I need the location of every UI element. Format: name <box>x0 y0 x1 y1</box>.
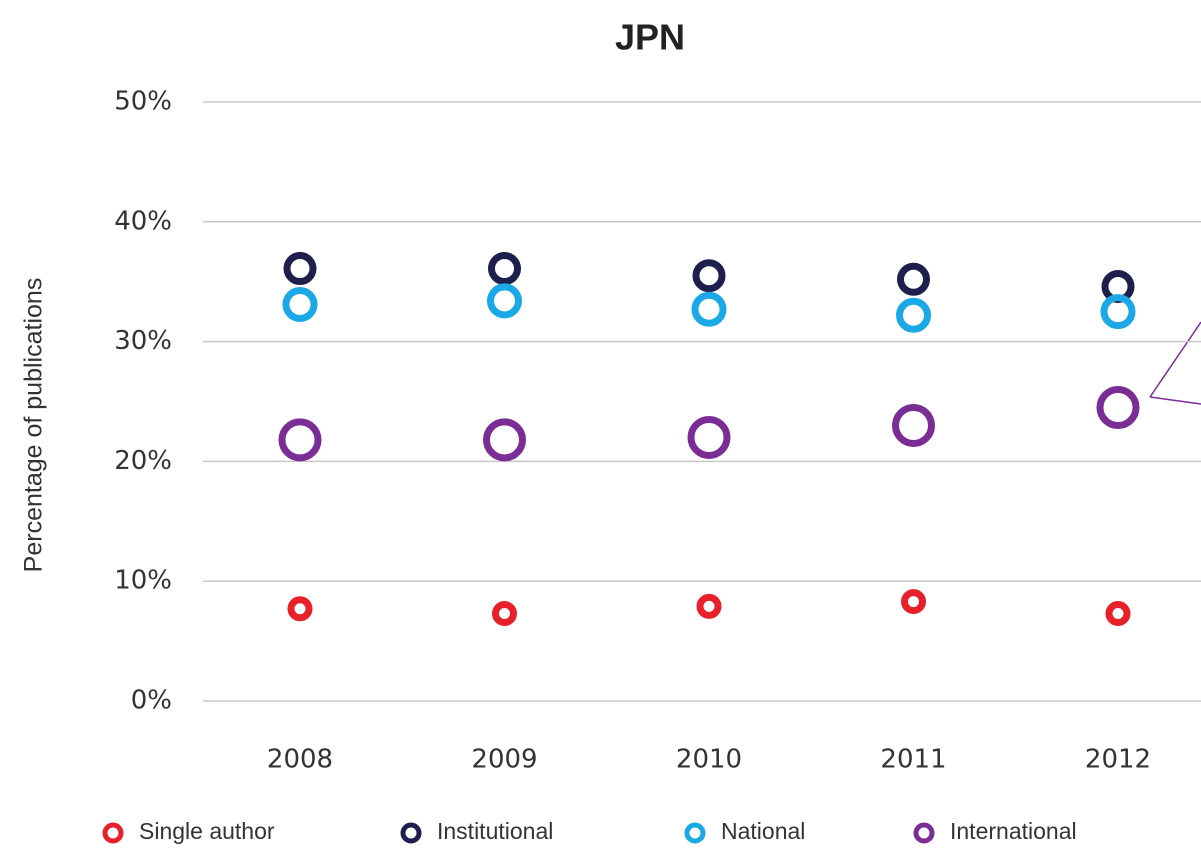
marker <box>896 297 931 333</box>
legend-label: National <box>721 818 805 844</box>
marker <box>696 593 722 619</box>
x-tick-label: 2011 <box>880 745 946 775</box>
legend-label: Institutional <box>437 818 553 844</box>
marker <box>901 589 926 615</box>
legend-marker <box>102 822 124 844</box>
marker <box>1105 601 1131 627</box>
marker <box>287 596 313 622</box>
marker <box>692 259 726 293</box>
y-tick-label: 50% <box>114 87 172 117</box>
marker <box>487 283 522 319</box>
legend-label: Single author <box>139 818 275 844</box>
legend-label: International <box>950 818 1077 844</box>
y-tick-label: 40% <box>114 206 172 236</box>
marker <box>1096 385 1140 429</box>
x-tick-label: 2010 <box>676 745 742 775</box>
marker <box>1100 294 1136 330</box>
x-tick-label: 2009 <box>471 745 537 775</box>
marker <box>897 262 930 296</box>
marker <box>282 286 318 322</box>
y-tick-label: 0% <box>131 686 172 716</box>
chart-title: JPN <box>615 17 685 58</box>
marker <box>278 418 322 462</box>
marker <box>283 252 317 286</box>
legend-marker <box>400 822 422 844</box>
marker <box>892 403 935 447</box>
marker <box>488 252 521 286</box>
marker <box>492 601 517 627</box>
x-tick-label: 2008 <box>267 745 333 775</box>
legend-marker <box>684 822 706 844</box>
y-axis-label: Percentage of publications <box>20 278 48 573</box>
legend-marker <box>913 822 935 844</box>
x-tick-label: 2012 <box>1085 745 1151 775</box>
y-tick-label: 10% <box>114 566 172 596</box>
y-tick-label: 20% <box>114 446 172 476</box>
marker <box>691 291 727 327</box>
marker <box>687 415 731 459</box>
marker <box>483 418 526 462</box>
y-tick-label: 30% <box>114 326 172 356</box>
callout <box>1149 321 1201 405</box>
